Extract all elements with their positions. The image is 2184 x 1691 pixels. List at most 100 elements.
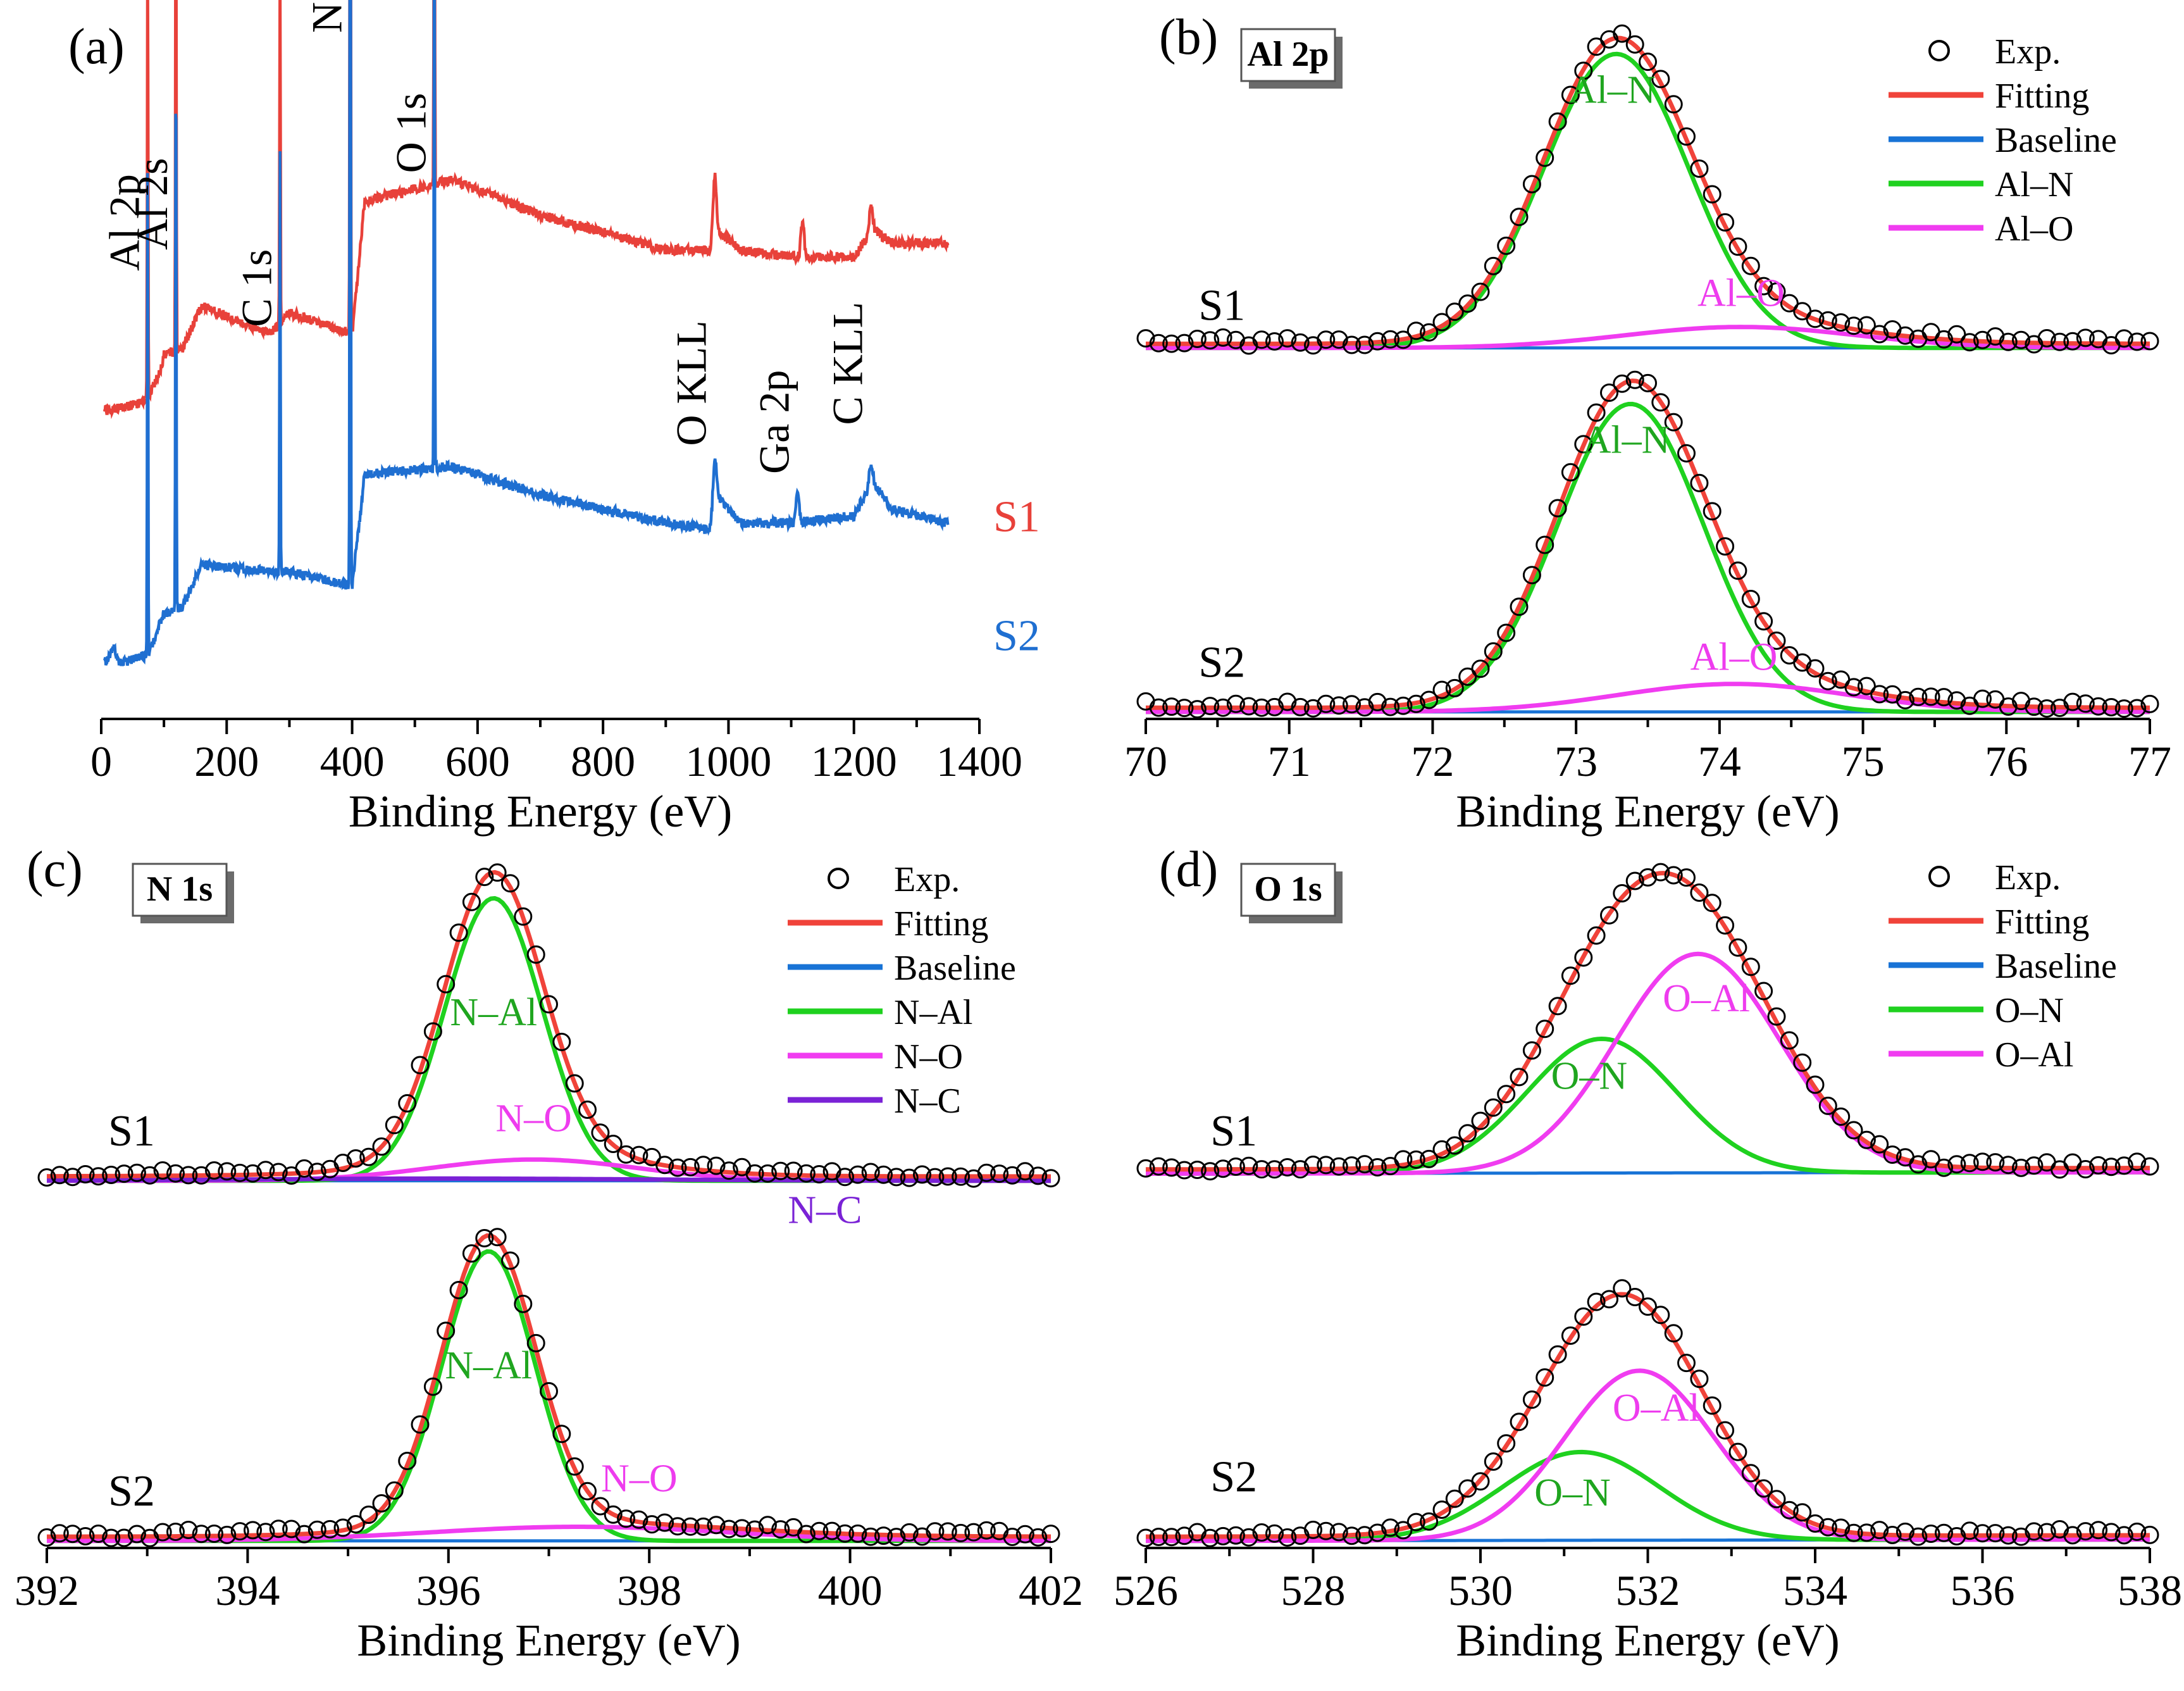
exp-point: [1960, 1154, 1979, 1173]
exp-point: [411, 1056, 430, 1075]
x-tick-label: 402: [1019, 1566, 1083, 1614]
exp-point: [218, 1162, 237, 1181]
component-label-n-o: N–O: [495, 1097, 572, 1140]
component-label-o-al: O–Al: [1663, 977, 1750, 1020]
exp-point: [1213, 328, 1232, 347]
exp-point: [1986, 327, 2005, 346]
exp-point: [2114, 329, 2133, 348]
exp-point: [89, 1167, 108, 1186]
x-tick-label: 1400: [936, 737, 1022, 785]
exp-point: [449, 1281, 468, 1299]
exp-point: [1304, 1520, 1322, 1539]
exp-point: [1574, 1307, 1593, 1326]
exp-point: [591, 1497, 610, 1516]
exp-point: [1252, 698, 1271, 717]
exp-point: [1329, 1157, 1348, 1176]
x-tick-label: 398: [617, 1566, 681, 1614]
exp-point: [2089, 1156, 2108, 1175]
legend-label: Baseline: [894, 949, 1016, 988]
series-label-s1: S1: [993, 492, 1040, 541]
exp-point: [1015, 1162, 1034, 1181]
exp-point: [1317, 1521, 1336, 1540]
sample-s1: S1 N–Al N–O N–C: [37, 863, 1060, 1232]
exp-point: [552, 1032, 571, 1051]
exp-point: [1201, 331, 1220, 350]
exp-point: [1639, 373, 1657, 392]
component-label-n-c: N–C: [788, 1189, 862, 1232]
exp-point: [333, 1518, 352, 1537]
legend-item-exp: Exp.: [828, 860, 960, 899]
exp-point: [848, 1165, 867, 1184]
panel-b: (b) Al 2p 70 71 72 73 74 75 76 77 Binding Energy (…: [1124, 9, 2171, 837]
legend-label: N–Al: [894, 993, 972, 1032]
exp-point: [2102, 698, 2121, 716]
panel-label: (d): [1159, 842, 1218, 897]
legend-item-al-o: Al–O: [1889, 209, 2073, 249]
exp-point: [437, 975, 456, 994]
exp-point: [385, 1116, 404, 1135]
exp-point: [1832, 313, 1851, 332]
exp-point: [1136, 1159, 1155, 1178]
exp-point: [1188, 700, 1207, 719]
exp-point: [1741, 590, 1760, 608]
exp-point: [269, 1163, 288, 1182]
exp-point: [2102, 1523, 2121, 1542]
exp-point: [1639, 53, 1657, 72]
exp-point: [719, 1161, 738, 1180]
exp-point: [1832, 1518, 1851, 1537]
sample-s1: S1 O–N O–Al: [1136, 863, 2159, 1181]
exp-point: [333, 1154, 352, 1172]
exp-point: [1149, 1528, 1168, 1546]
exp-point: [2128, 1522, 2147, 1541]
panel-a: (a) 0 200 400 600 800 1000 1200 1400 Binding Ener…: [68, 0, 1040, 837]
peak-label-al-2p: Al 2p: [100, 174, 148, 271]
sample-label: S2: [1198, 639, 1245, 687]
exp-point: [475, 868, 494, 887]
component-label-al-o: Al–O: [1691, 636, 1778, 679]
exp-point: [76, 1527, 95, 1545]
exp-point: [1536, 148, 1554, 167]
exp-point: [307, 1163, 326, 1182]
exp-point: [1432, 1140, 1451, 1159]
exp-point: [411, 1415, 430, 1434]
component-label-al-n: Al–N: [1583, 419, 1670, 462]
exp-point: [102, 1528, 121, 1547]
x-tick-label: 71: [1268, 737, 1311, 785]
exp-point: [1587, 1292, 1606, 1311]
exp-point: [2076, 1522, 2095, 1541]
title-box: [1240, 28, 1336, 82]
exp-point: [1445, 1136, 1464, 1155]
exp-point: [784, 1161, 803, 1180]
component-line-o-al: [1146, 1368, 2150, 1544]
exp-point: [115, 1528, 133, 1547]
exp-point: [565, 1074, 584, 1093]
exp-point: [1536, 535, 1554, 554]
exp-point: [604, 1505, 623, 1524]
exp-point: [1175, 699, 1194, 718]
exp-point: [1522, 1041, 1541, 1060]
x-tick-label: 528: [1281, 1566, 1346, 1614]
exp-point: [1935, 1523, 1953, 1542]
exp-point: [1355, 335, 1374, 354]
component-label-al-o: Al–O: [1697, 271, 1785, 315]
legend-item-o-n: O–N: [1889, 991, 2064, 1030]
exp-point: [1548, 112, 1567, 131]
exp-point: [771, 1520, 790, 1539]
panel-label: (a): [68, 19, 125, 75]
component-label-al-n: Al–N: [1568, 69, 1656, 112]
component-line-n-c: [47, 1176, 1051, 1183]
exp-point: [1536, 1020, 1554, 1039]
exp-point: [385, 1481, 404, 1500]
exp-point: [1458, 294, 1477, 313]
exp-point: [269, 1519, 288, 1538]
exp-point: [1394, 1150, 1413, 1169]
exp-point: [1239, 1528, 1258, 1547]
exp-point: [977, 1163, 996, 1182]
exp-point: [1728, 938, 1747, 957]
exp-point: [1471, 659, 1490, 678]
exp-point: [1986, 1153, 2005, 1172]
x-tick-label: 1200: [811, 737, 897, 785]
exp-point: [1754, 277, 1773, 296]
exp-point: [1329, 330, 1348, 349]
exp-point: [1703, 894, 1722, 913]
